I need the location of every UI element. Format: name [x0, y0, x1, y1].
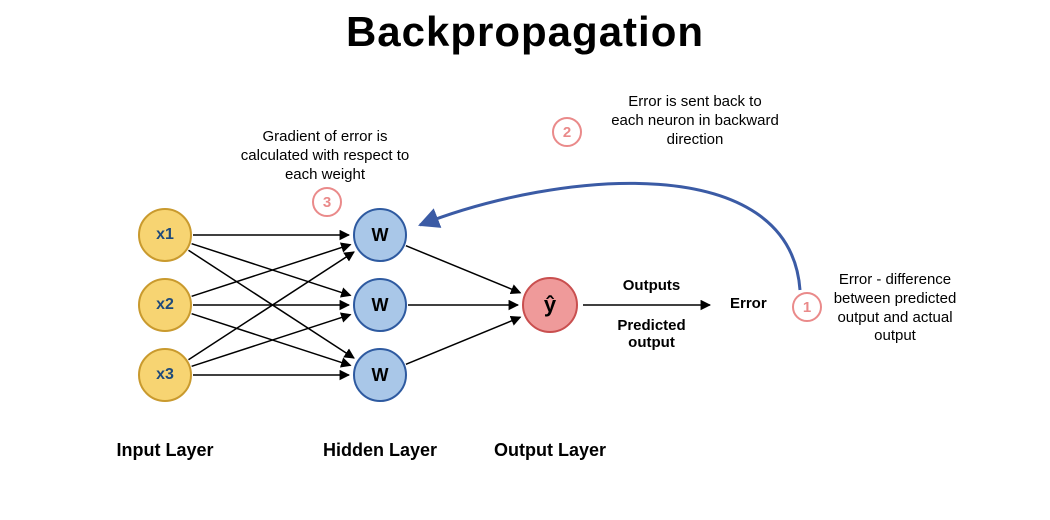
node-label: ŷ [544, 292, 556, 318]
node-label: x2 [156, 296, 174, 314]
step-caption-1: Error - difference between predicted out… [810, 271, 980, 346]
diagram-stage: Backpropagation x1x2x3WWWŷInput LayerHid… [0, 0, 1050, 520]
error-label: Error [730, 295, 767, 312]
edge [188, 250, 354, 358]
input-node-x3: x3 [138, 348, 192, 402]
layer-label-hidden: Hidden Layer [300, 440, 460, 461]
step-circle-2: 2 [552, 117, 582, 147]
predicted-output-label: Predicted output [592, 317, 712, 351]
node-label: W [372, 295, 389, 316]
backprop-arrow [420, 183, 800, 290]
hidden-node-h2: W [353, 278, 407, 332]
edge [406, 246, 521, 293]
outputs-label: Outputs [607, 277, 697, 294]
step-caption-2: Error is sent back to each neuron in bac… [590, 93, 800, 149]
output-node-y: ŷ [522, 277, 578, 333]
layer-label-output: Output Layer [470, 440, 630, 461]
edge [406, 317, 521, 364]
node-label: W [372, 225, 389, 246]
node-label: W [372, 365, 389, 386]
node-label: x3 [156, 366, 174, 384]
input-node-x1: x1 [138, 208, 192, 262]
hidden-node-h3: W [353, 348, 407, 402]
input-node-x2: x2 [138, 278, 192, 332]
edge [188, 252, 354, 360]
hidden-node-h1: W [353, 208, 407, 262]
step-circle-3: 3 [312, 187, 342, 217]
layer-label-input: Input Layer [85, 440, 245, 461]
step-caption-3: Gradient of error is calculated with res… [210, 128, 440, 184]
node-label: x1 [156, 226, 174, 244]
